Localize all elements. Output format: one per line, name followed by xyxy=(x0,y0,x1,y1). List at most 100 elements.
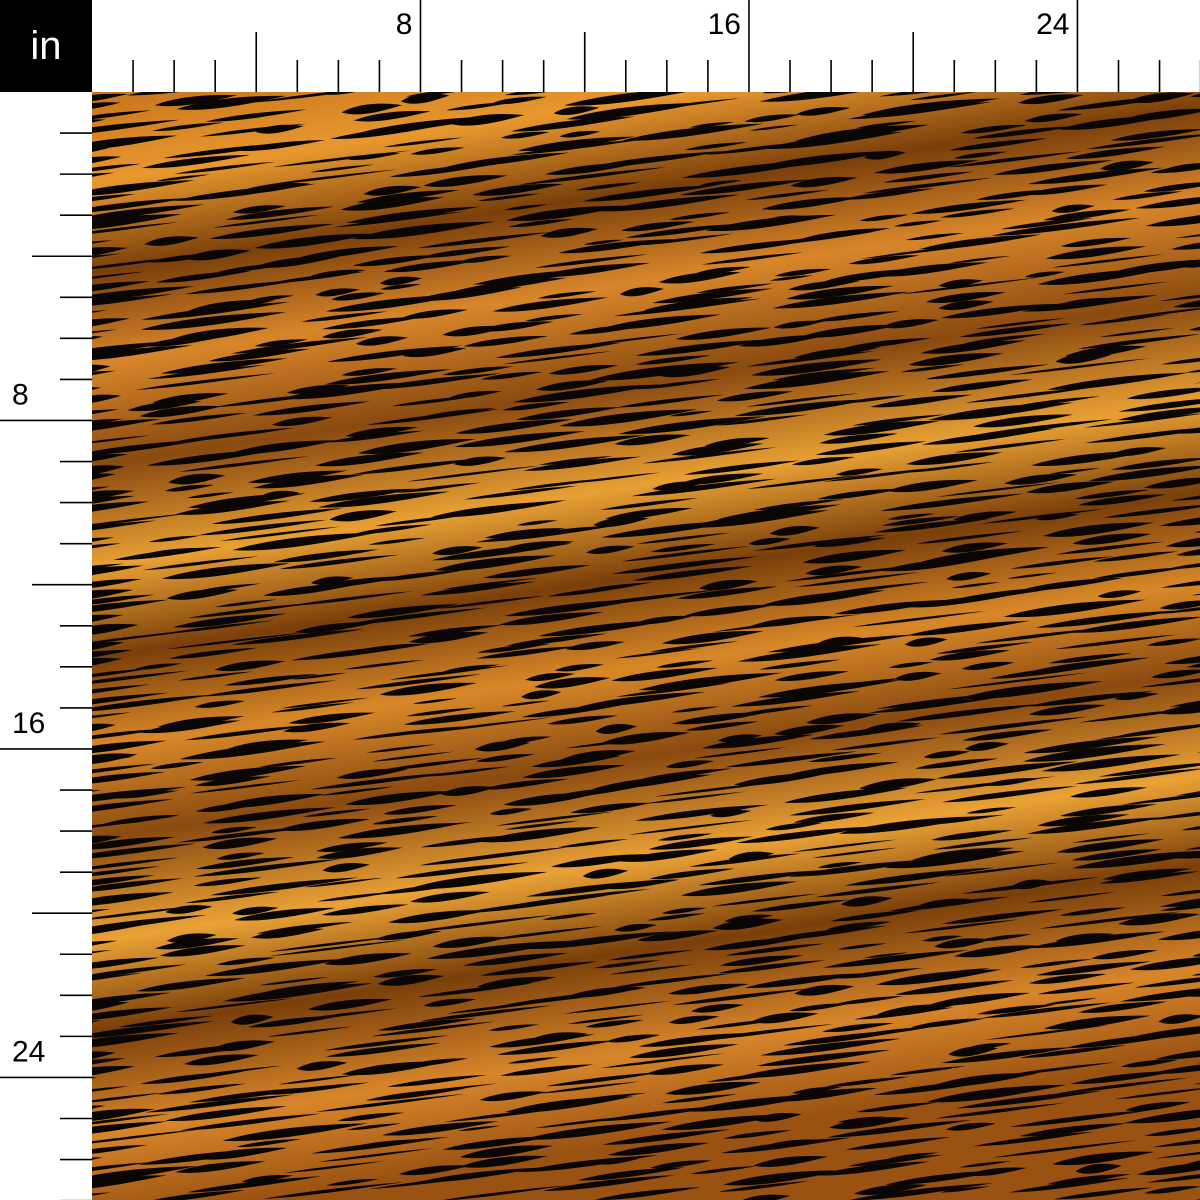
tiger-stripe xyxy=(483,564,592,579)
tiger-stripe xyxy=(420,834,527,848)
tiger-stripe xyxy=(317,491,451,508)
tiger-stripe xyxy=(178,671,253,681)
tiger-stripe xyxy=(161,563,291,580)
tiger-stripe xyxy=(1058,115,1173,130)
tiger-stripe xyxy=(586,545,635,554)
tiger-stripe xyxy=(340,197,445,211)
tiger-stripe xyxy=(92,345,193,361)
tiger-stripe xyxy=(1027,691,1155,707)
tiger-stripe xyxy=(862,177,993,194)
tiger-stripe xyxy=(417,983,533,997)
tiger-stripe xyxy=(953,151,1008,159)
tiger-stripe xyxy=(1143,477,1200,489)
tiger-stripe xyxy=(625,223,742,238)
tiger-stripe xyxy=(481,778,569,790)
tiger-stripe xyxy=(606,1034,661,1043)
tiger-stripe xyxy=(705,1069,812,1082)
tiger-stripe xyxy=(230,337,369,354)
tiger-stripe xyxy=(280,697,371,709)
tiger-stripe xyxy=(1118,913,1200,926)
tiger-stripe xyxy=(954,945,1042,958)
tiger-stripe xyxy=(889,896,1011,912)
tiger-stripe xyxy=(1136,1163,1200,1176)
tiger-stripe xyxy=(635,339,768,356)
tiger-stripe xyxy=(92,370,116,376)
tiger-stripe xyxy=(600,1053,727,1069)
tiger-stripe xyxy=(771,367,876,381)
tiger-stripe xyxy=(649,641,739,652)
tiger-stripe xyxy=(887,513,936,520)
tiger-stripe xyxy=(979,934,1032,941)
tiger-stripe xyxy=(92,1192,111,1196)
tiger-stripe xyxy=(172,427,292,443)
tiger-stripe xyxy=(492,297,608,312)
tiger-stripe xyxy=(744,114,800,123)
tiger-stripe xyxy=(1117,407,1200,421)
top-ruler-label: 24 xyxy=(1036,8,1069,41)
tiger-stripe xyxy=(92,692,168,705)
tiger-stripe xyxy=(618,416,766,435)
tiger-stripe xyxy=(194,700,246,708)
tiger-stripe xyxy=(296,246,399,259)
tiger-stripe xyxy=(1044,998,1098,1005)
tiger-stripe xyxy=(615,648,701,659)
tiger-stripe xyxy=(885,850,1025,869)
tiger-stripe xyxy=(247,470,348,484)
tiger-stripe xyxy=(1146,638,1200,646)
tiger-stripe xyxy=(509,478,611,491)
tiger-stripe xyxy=(873,160,981,174)
tiger-stripe xyxy=(92,435,150,444)
tiger-stripe xyxy=(398,1165,471,1176)
tiger-stripe xyxy=(92,364,111,372)
tiger-stripe xyxy=(92,1086,130,1092)
tiger-stripe xyxy=(1159,517,1200,527)
tiger-stripe xyxy=(557,838,629,848)
tiger-stripe xyxy=(650,543,716,553)
tiger-stripe xyxy=(559,409,698,427)
tiger-stripe xyxy=(1120,988,1200,1002)
tiger-stripe xyxy=(1150,164,1200,174)
tiger-stripe xyxy=(542,1175,675,1191)
tiger-stripe xyxy=(140,1071,245,1084)
tiger-stripe xyxy=(92,1051,116,1059)
tiger-stripe xyxy=(888,661,934,669)
tiger-stripe xyxy=(993,160,1114,175)
tiger-stripe xyxy=(92,950,113,954)
tiger-stripe xyxy=(925,364,1049,380)
tiger-stripe xyxy=(1037,982,1135,995)
tiger-stripe xyxy=(1120,793,1200,805)
tiger-stripe xyxy=(457,1125,501,1131)
tiger-stripe xyxy=(784,761,900,777)
tiger-stripe xyxy=(389,665,510,680)
tiger-stripe xyxy=(638,672,783,691)
tiger-stripe xyxy=(805,565,863,576)
tiger-stripe xyxy=(868,697,1001,714)
tiger-stripe xyxy=(406,465,540,482)
tiger-stripe xyxy=(661,1114,787,1131)
tiger-stripe xyxy=(92,495,136,504)
tiger-stripe xyxy=(210,877,359,896)
tiger-stripe xyxy=(751,359,882,376)
tiger-stripe xyxy=(92,1175,167,1189)
tiger-stripe xyxy=(173,613,287,628)
tiger-stripe xyxy=(266,1026,354,1037)
tiger-stripe xyxy=(1003,599,1146,618)
tiger-stripe xyxy=(611,667,718,682)
tiger-stripe xyxy=(705,214,837,232)
tiger-stripe xyxy=(1026,817,1166,834)
tiger-stripe xyxy=(1024,113,1083,123)
tiger-stripe xyxy=(645,1064,724,1075)
tiger-stripe xyxy=(127,400,202,412)
tiger-stripe xyxy=(202,837,278,850)
tiger-stripe xyxy=(833,599,952,615)
tiger-stripe xyxy=(1100,160,1154,171)
tiger-stripe xyxy=(379,682,477,696)
tiger-stripe xyxy=(165,905,213,914)
tiger-stripe xyxy=(894,671,942,681)
tiger-stripe xyxy=(794,572,921,588)
tiger-stripe xyxy=(711,893,819,907)
tiger-stripe xyxy=(321,316,427,330)
tiger-stripe xyxy=(671,712,769,725)
tiger-stripe xyxy=(665,1081,762,1095)
tiger-stripe xyxy=(1192,1083,1200,1085)
